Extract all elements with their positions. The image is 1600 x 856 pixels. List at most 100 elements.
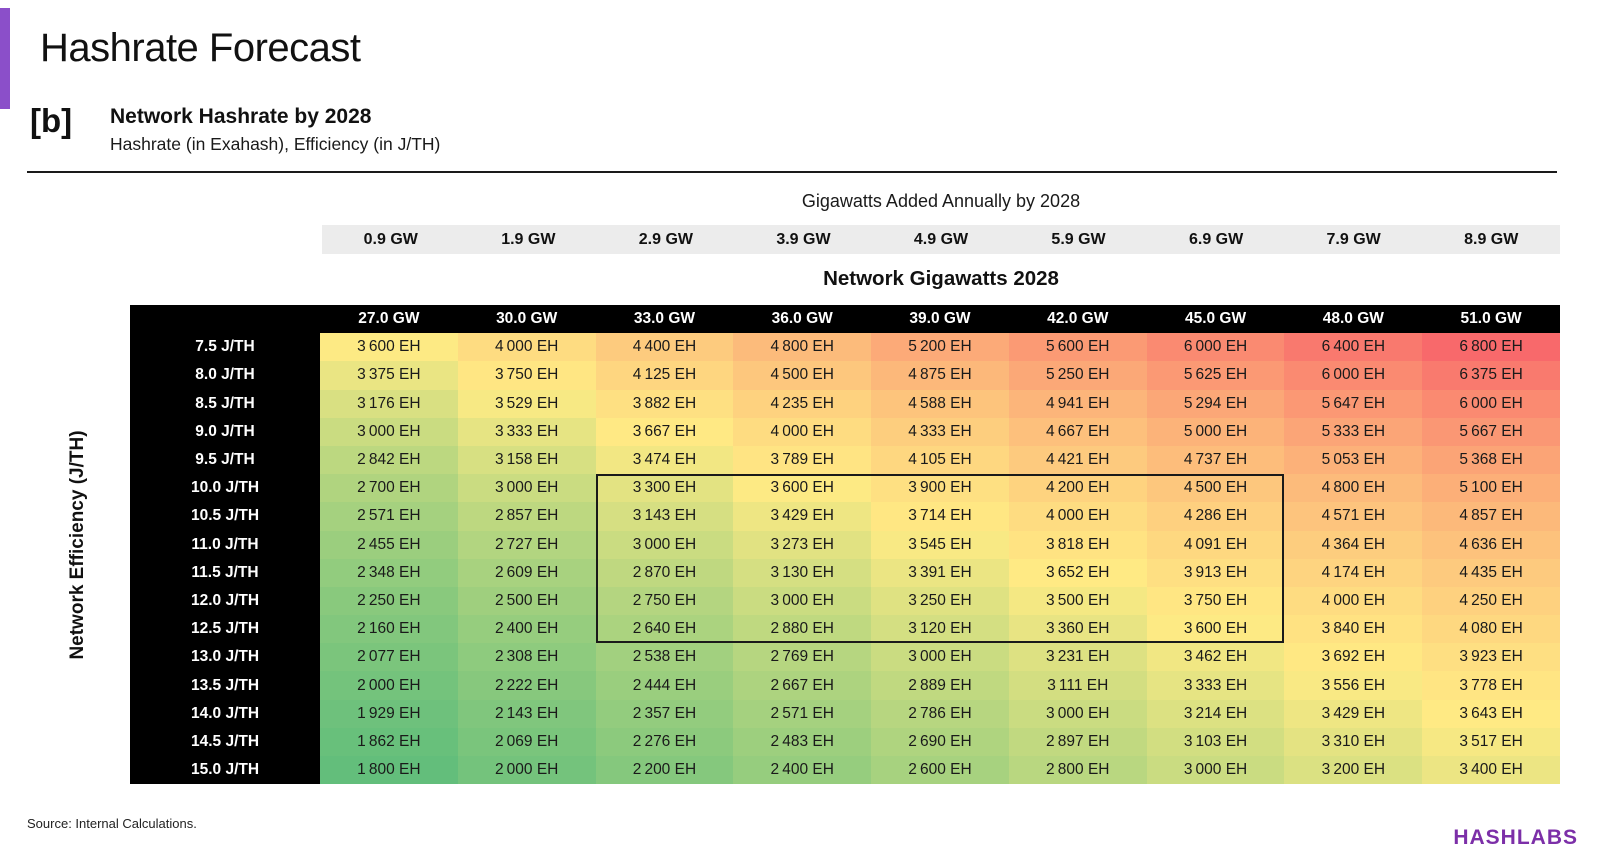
heatmap-cell: 3 789 EH [733, 445, 872, 475]
heatmap-cell: 3 600 EH [1146, 615, 1285, 644]
heatmap-cell: 4 105 EH [871, 445, 1009, 475]
heatmap-cell: 3 545 EH [871, 530, 1009, 559]
heatmap-cell: 3 250 EH [871, 586, 1009, 616]
heatmap-cell: 5 294 EH [1146, 389, 1285, 418]
column-header: 36.0 GW [733, 305, 872, 334]
heatmap-cell: 6 400 EH [1284, 333, 1423, 362]
heatmap-cell: 3 200 EH [1284, 756, 1423, 785]
heatmap-cell: 2 357 EH [595, 699, 734, 728]
row-label: 8.0 J/TH [130, 361, 320, 390]
heatmap-cell: 3 529 EH [457, 389, 596, 418]
y-axis-label: Network Efficiency (J/TH) [67, 430, 88, 660]
column-header: 42.0 GW [1008, 305, 1147, 334]
heatmap-cell: 3 000 EH [457, 474, 596, 503]
heatmap-cell: 4 571 EH [1284, 502, 1423, 531]
heatmap-cell: 5 053 EH [1284, 445, 1423, 475]
gigawatts-added-band: 0.9 GW 1.9 GW 2.9 GW 3.9 GW 4.9 GW 5.9 GW 6.9 … [322, 225, 1560, 254]
heatmap-cell: 2 000 EH [320, 671, 458, 700]
heatmap-cell: 4 333 EH [871, 417, 1009, 446]
gw-added-tick: 8.9 GW [1464, 230, 1519, 248]
heatmap-cell: 3 600 EH [320, 333, 458, 362]
row-label: 10.5 J/TH [130, 502, 320, 531]
heatmap-cell: 2 897 EH [1008, 727, 1147, 756]
row-label: 15.0 J/TH [130, 756, 320, 785]
heatmap-cell: 2 667 EH [733, 671, 872, 700]
row-label: 9.5 J/TH [130, 445, 320, 475]
column-header: 48.0 GW [1284, 305, 1423, 334]
heatmap-cell: 2 069 EH [457, 727, 596, 756]
row-label: 13.5 J/TH [130, 671, 320, 700]
heatmap-cell: 3 130 EH [733, 558, 872, 587]
heatmap-cell: 3 000 EH [733, 586, 872, 616]
heatmap-cell: 6 000 EH [1422, 389, 1560, 418]
heatmap-cell: 3 517 EH [1422, 727, 1560, 756]
heatmap-cell: 3 000 EH [1146, 756, 1285, 785]
heatmap-cell: 3 652 EH [1008, 558, 1147, 587]
heatmap-cell: 3 429 EH [1284, 699, 1423, 728]
section-title: Network Hashrate by 2028 [110, 105, 372, 128]
column-header: 45.0 GW [1146, 305, 1285, 334]
heatmap-cell: 1 862 EH [320, 727, 458, 756]
heatmap-cell: 3 176 EH [320, 389, 458, 418]
heatmap-cell: 5 250 EH [1008, 361, 1147, 390]
heatmap-cell: 5 600 EH [1008, 333, 1147, 362]
heatmap-cell: 4 000 EH [733, 417, 872, 446]
heatmap-cell: 3 000 EH [320, 417, 458, 446]
heatmap-cell: 5 200 EH [871, 333, 1009, 362]
heatmap-cell: 3 500 EH [1008, 586, 1147, 616]
heatmap-cell: 3 000 EH [871, 643, 1009, 672]
row-label: 8.5 J/TH [130, 389, 320, 418]
section-label: [b] [30, 102, 73, 139]
heatmap-cell: 4 000 EH [1284, 586, 1423, 616]
heatmap-cell: 5 368 EH [1422, 445, 1560, 475]
heatmap-cell: 2 000 EH [457, 756, 596, 785]
heatmap-cell: 4 435 EH [1422, 558, 1560, 587]
column-header: 27.0 GW [320, 305, 458, 334]
row-label: 14.0 J/TH [130, 699, 320, 728]
heatmap-cell: 2 690 EH [871, 727, 1009, 756]
heatmap-cell: 3 273 EH [733, 530, 872, 559]
heatmap-cell: 5 100 EH [1422, 474, 1560, 503]
heatmap-cell: 2 600 EH [871, 756, 1009, 785]
heatmap-cell: 4 941 EH [1008, 389, 1147, 418]
heatmap-cell: 2 727 EH [457, 530, 596, 559]
heatmap-cell: 3 360 EH [1008, 615, 1147, 644]
heatmap-cell: 3 375 EH [320, 361, 458, 390]
heatmap-cell: 2 889 EH [871, 671, 1009, 700]
heatmap-corner [130, 305, 320, 334]
heatmap-cell: 2 444 EH [595, 671, 734, 700]
heatmap-cell: 2 800 EH [1008, 756, 1147, 785]
heatmap-cell: 2 857 EH [457, 502, 596, 531]
heatmap-cell: 3 750 EH [1146, 586, 1285, 616]
row-label: 10.0 J/TH [130, 474, 320, 503]
heatmap-cell: 3 111 EH [1008, 671, 1147, 700]
heatmap-cell: 2 143 EH [457, 699, 596, 728]
heatmap-cell: 3 214 EH [1146, 699, 1285, 728]
heatmap-cell: 4 636 EH [1422, 530, 1560, 559]
heatmap-cell: 4 125 EH [595, 361, 734, 390]
heatmap-cell: 2 483 EH [733, 727, 872, 756]
heatmap-cell: 1 800 EH [320, 756, 458, 785]
heatmap-cell: 3 714 EH [871, 502, 1009, 531]
heatmap-cell: 4 857 EH [1422, 502, 1560, 531]
heatmap-cell: 4 080 EH [1422, 615, 1560, 644]
heatmap-cell: 4 200 EH [1008, 474, 1147, 503]
heatmap-cell: 3 600 EH [733, 474, 872, 503]
heatmap-cell: 3 000 EH [1008, 699, 1147, 728]
heatmap-cell: 3 231 EH [1008, 643, 1147, 672]
gw-added-tick: 5.9 GW [1051, 230, 1106, 248]
heatmap-cell: 2 400 EH [733, 756, 872, 785]
heatmap-cell: 2 400 EH [457, 615, 596, 644]
heatmap-cell: 3 923 EH [1422, 643, 1560, 672]
heatmap-cell: 2 250 EH [320, 586, 458, 616]
heatmap-cell: 3 333 EH [457, 417, 596, 446]
heatmap-cell: 2 842 EH [320, 445, 458, 475]
heatmap-cell: 2 077 EH [320, 643, 458, 672]
section-subtitle: Hashrate (in Exahash), Efficiency (in J/… [110, 134, 441, 154]
heatmap-cell: 3 840 EH [1284, 615, 1423, 644]
heatmap-cell: 3 556 EH [1284, 671, 1423, 700]
gw-added-tick: 4.9 GW [913, 230, 969, 248]
row-label: 11.5 J/TH [130, 558, 320, 587]
source-note: Source: Internal Calculations. [27, 816, 197, 831]
heatmap-cell: 2 750 EH [595, 586, 734, 616]
